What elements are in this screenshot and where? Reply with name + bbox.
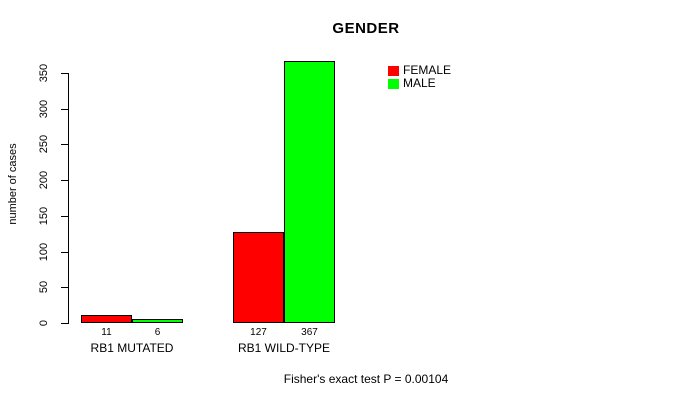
y-axis-tick-label: 200 (38, 170, 50, 190)
bar-female-2 (233, 232, 284, 323)
y-axis-tick (61, 252, 68, 253)
legend: FEMALE MALE (388, 63, 452, 91)
bar-value-label: 367 (301, 327, 318, 338)
y-axis-tick (61, 323, 68, 324)
bar-male-2 (284, 61, 335, 323)
y-axis-tick (61, 109, 68, 110)
stat-annotation: Fisher's exact test P = 0.00104 (283, 372, 449, 386)
legend-label: FEMALE (403, 63, 452, 77)
y-axis-tick (61, 180, 68, 181)
category-label: RB1 MUTATED (90, 341, 174, 355)
y-axis-tick-label: 100 (38, 242, 50, 262)
y-axis-tick-label: 50 (38, 280, 50, 294)
legend-swatch-female (388, 65, 399, 76)
bar-value-label: 11 (101, 327, 112, 338)
y-axis-tick-label: 0 (38, 319, 50, 327)
y-axis-tick (61, 287, 68, 288)
category-label: RB1 WILD-TYPE (237, 341, 330, 355)
legend-item-female: FEMALE (388, 63, 452, 77)
bar-value-label: 6 (154, 327, 161, 338)
legend-label: MALE (403, 76, 436, 90)
bar-female-1 (81, 315, 132, 323)
y-axis-tick (61, 144, 68, 145)
bar-male-1 (132, 319, 183, 323)
y-axis-line (68, 73, 69, 324)
legend-swatch-male (388, 78, 399, 89)
y-axis-tick-label: 250 (38, 134, 50, 154)
bar-value-label: 127 (250, 327, 267, 338)
y-axis-tick (61, 216, 68, 217)
y-axis-tick-label: 300 (38, 99, 50, 119)
y-axis-tick (61, 73, 68, 74)
legend-item-male: MALE (388, 76, 451, 90)
y-axis-tick-label: 150 (38, 206, 50, 226)
y-axis-tick-label: 350 (38, 63, 50, 83)
y-axis-title: number of cases (7, 143, 19, 225)
chart-title: GENDER (332, 20, 400, 37)
